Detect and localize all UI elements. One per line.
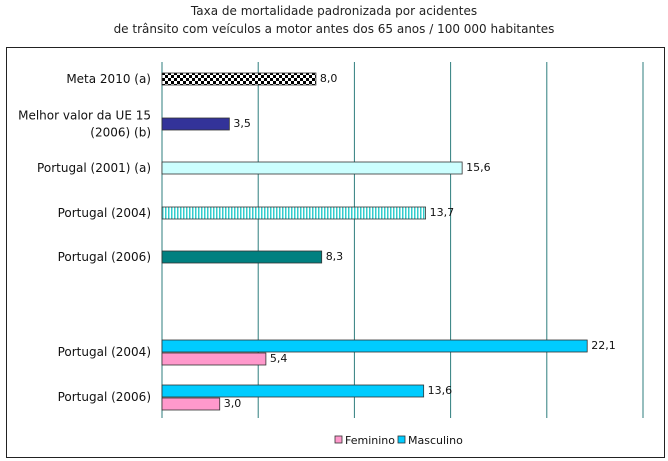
bar [161, 206, 426, 220]
data-label: 3,5 [233, 117, 251, 130]
bar [161, 250, 323, 264]
chart-title: Taxa de mortalidade padronizada por acid… [190, 4, 478, 18]
legend-swatch [397, 435, 406, 444]
data-label: 5,4 [270, 352, 288, 365]
bar [161, 72, 317, 86]
category-label: Portugal (2001) (a) [37, 161, 151, 175]
chart-subtitle: de trânsito com veículos a motor antes d… [113, 22, 555, 36]
bar [161, 339, 588, 353]
data-label: 13,7 [430, 206, 455, 219]
data-label: 15,6 [466, 161, 491, 174]
category-label: Meta 2010 (a) [66, 72, 151, 86]
chart-frame [6, 47, 665, 458]
category-label: Melhor valor da UE 15 [18, 109, 151, 123]
category-label: (2006) (b) [90, 126, 151, 140]
legend-label: Feminino [345, 434, 395, 447]
data-label: 8,0 [320, 72, 338, 85]
data-label: 3,0 [224, 397, 242, 410]
legend-swatch [334, 435, 343, 444]
bar [161, 397, 221, 411]
category-label: Portugal (2006) [58, 390, 151, 404]
data-label: 8,3 [326, 250, 344, 263]
data-label: 13,6 [428, 384, 453, 397]
bar [161, 352, 267, 366]
bar [161, 161, 463, 175]
category-label: Portugal (2004) [58, 345, 151, 359]
category-label: Portugal (2006) [58, 250, 151, 264]
category-label: Portugal (2004) [58, 206, 151, 220]
bar [161, 384, 425, 398]
bar [161, 117, 230, 131]
data-label: 22,1 [591, 339, 616, 352]
legend-label: Masculino [408, 434, 463, 447]
